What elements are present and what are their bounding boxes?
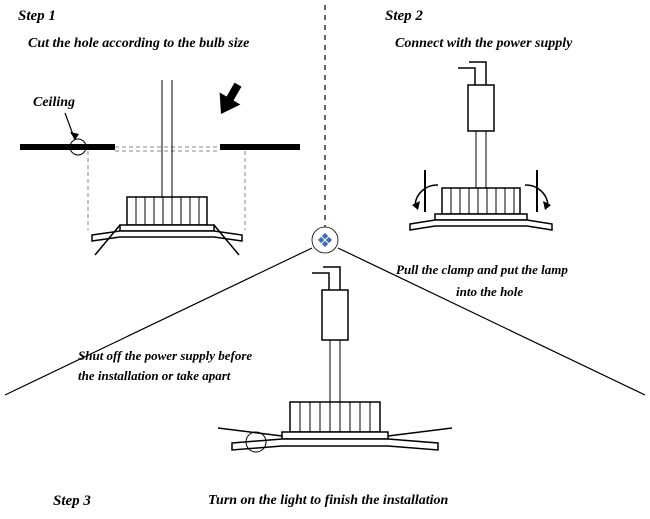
divider-diag-left	[5, 248, 312, 395]
diagram-canvas	[0, 0, 650, 519]
down-arrow-icon	[211, 79, 249, 120]
power-driver-step2	[468, 85, 494, 131]
step2-figure	[410, 62, 552, 230]
lamp-step3	[218, 402, 452, 450]
lamp-step2	[410, 188, 552, 230]
step3-figure	[218, 267, 452, 452]
lamp-step1	[92, 197, 242, 255]
center-badge-icon	[312, 227, 338, 253]
power-driver-step3	[322, 290, 348, 340]
divider-diag-right	[338, 248, 645, 395]
step1-figure	[20, 79, 300, 255]
